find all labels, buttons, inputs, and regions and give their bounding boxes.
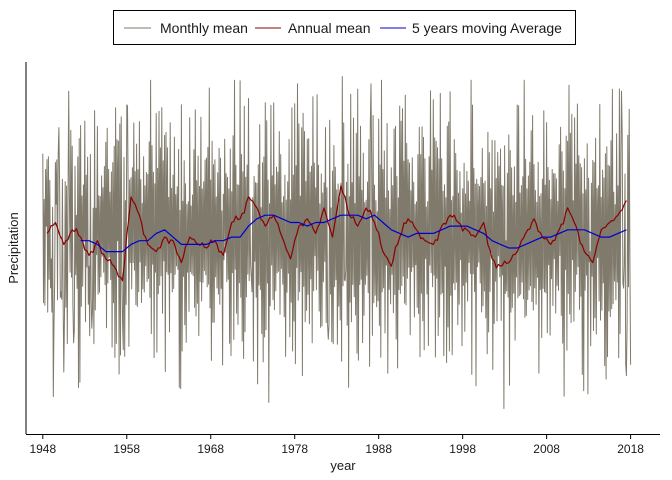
- series-annual-mean-line: [46, 185, 627, 282]
- legend-label-monthly-mean: Monthly mean: [160, 20, 248, 36]
- legend-label-5-years-moving-average: 5 years moving Average: [412, 20, 562, 36]
- plot-lines: [42, 76, 632, 409]
- x-tick-label: 1968: [197, 442, 224, 456]
- x-tick-label: 2018: [617, 442, 644, 456]
- series-5-years-moving-average-line: [80, 214, 627, 253]
- x-tick-label: 1958: [113, 442, 140, 456]
- x-tick-label: 1998: [449, 442, 476, 456]
- legend-box: [113, 10, 576, 45]
- x-tick-label: 1988: [365, 442, 392, 456]
- x-tick-label: 1978: [281, 442, 308, 456]
- x-tick-label: 1948: [29, 442, 56, 456]
- series-monthly-mean-line: [42, 76, 632, 409]
- x-axis-title: year: [330, 458, 356, 473]
- y-axis-title: Precipitation: [6, 212, 21, 284]
- x-tick-label: 2008: [533, 442, 560, 456]
- x-axis-ticks: 1948 1958 1968 1978 1988 1998 2008 2018: [29, 434, 644, 456]
- legend: Monthly mean Annual mean 5 years moving …: [113, 10, 576, 45]
- legend-label-annual-mean: Annual mean: [288, 20, 371, 36]
